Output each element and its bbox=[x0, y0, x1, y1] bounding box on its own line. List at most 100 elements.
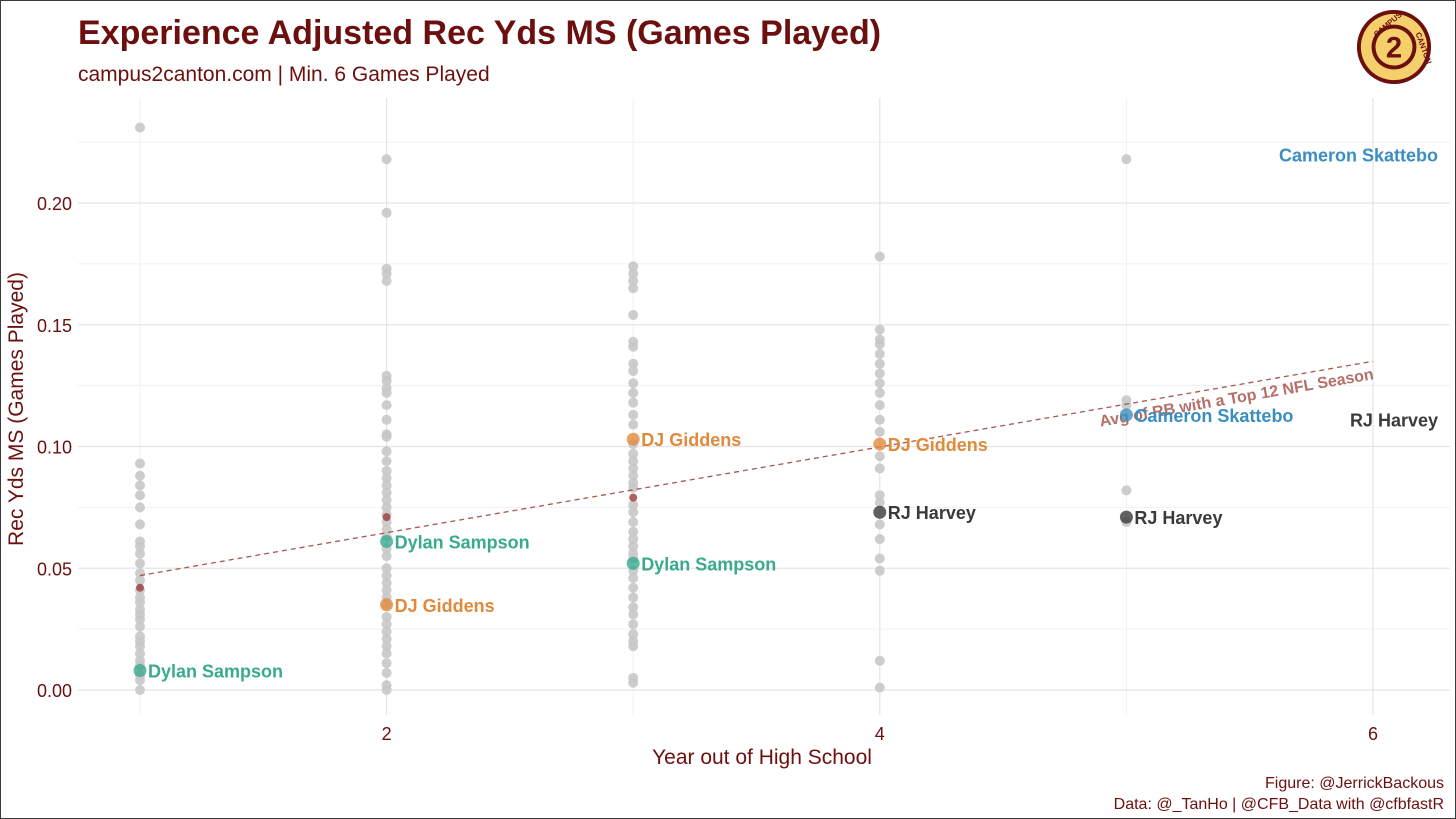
data-point bbox=[628, 499, 639, 510]
data-point bbox=[874, 426, 885, 437]
x-tick-label: 4 bbox=[875, 724, 885, 744]
campus2canton-logo-icon: 2 CAMPUS CANTON bbox=[1356, 9, 1433, 85]
data-point bbox=[381, 207, 392, 218]
data-point bbox=[135, 548, 145, 559]
highlighted-point bbox=[873, 505, 887, 519]
data-point bbox=[381, 570, 392, 581]
data-point bbox=[874, 378, 885, 389]
data-point bbox=[135, 480, 145, 491]
data-point bbox=[874, 463, 885, 474]
data-point bbox=[628, 387, 639, 398]
data-point bbox=[628, 456, 639, 467]
data-point bbox=[381, 648, 392, 659]
data-point bbox=[628, 572, 639, 583]
data-point bbox=[628, 283, 639, 294]
data-point bbox=[381, 480, 392, 491]
data-point bbox=[628, 275, 639, 286]
data-point bbox=[628, 463, 639, 474]
highlighted-points: Dylan Sampson Dylan Sampson Dylan Sampson D… bbox=[133, 145, 1438, 682]
data-point bbox=[135, 490, 145, 501]
data-point bbox=[135, 597, 145, 608]
player-label: Dylan Sampson bbox=[641, 554, 776, 574]
highlighted-point bbox=[1119, 510, 1133, 524]
data-point bbox=[135, 558, 145, 569]
player-label: Dylan Sampson bbox=[148, 662, 283, 682]
highlighted-point bbox=[626, 556, 640, 570]
data-point bbox=[874, 348, 885, 359]
data-point bbox=[135, 614, 145, 625]
svg-text:2: 2 bbox=[1386, 33, 1402, 65]
data-point bbox=[628, 409, 639, 420]
data-point bbox=[628, 268, 639, 279]
data-point bbox=[874, 400, 885, 411]
data-point bbox=[874, 414, 885, 425]
data-point bbox=[874, 534, 885, 545]
data-point bbox=[874, 497, 885, 508]
data-point bbox=[628, 419, 639, 430]
data-point bbox=[874, 519, 885, 530]
average-point bbox=[629, 493, 638, 502]
highlighted-point bbox=[380, 534, 394, 548]
data-point bbox=[628, 516, 639, 527]
data-point bbox=[628, 619, 639, 630]
data-point bbox=[135, 519, 145, 530]
data-point bbox=[381, 375, 392, 386]
data-point bbox=[874, 565, 885, 576]
average-point bbox=[382, 513, 391, 522]
data-point bbox=[381, 400, 392, 411]
x-tick-label: 2 bbox=[382, 724, 392, 744]
data-point bbox=[874, 490, 885, 501]
data-point bbox=[628, 310, 639, 321]
data-point bbox=[628, 358, 639, 369]
average-point bbox=[136, 583, 144, 592]
data-point bbox=[381, 667, 392, 678]
average-points bbox=[136, 493, 638, 592]
x-tick-label: 6 bbox=[1368, 724, 1378, 744]
data-point bbox=[628, 641, 639, 652]
chart-title: Experience Adjusted Rec Yds MS (Games Pl… bbox=[78, 14, 882, 52]
player-label: Cameron Skattebo bbox=[1134, 406, 1293, 426]
data-point bbox=[135, 541, 145, 552]
data-point bbox=[135, 502, 145, 513]
data-point bbox=[135, 621, 145, 632]
data-point bbox=[381, 268, 392, 279]
data-point bbox=[135, 458, 145, 469]
figure-caption: Figure: @JerrickBackous Data: @_TanHo | … bbox=[1114, 773, 1444, 815]
grid-lines bbox=[78, 98, 1450, 715]
data-point bbox=[381, 619, 392, 630]
data-point bbox=[628, 507, 639, 518]
caption-data-credit: Data: @_TanHo | @CFB_Data with @cfbfastR bbox=[1113, 796, 1444, 813]
data-point bbox=[381, 154, 392, 165]
data-point bbox=[381, 633, 392, 644]
data-point bbox=[628, 341, 639, 352]
data-point bbox=[628, 609, 639, 620]
data-point bbox=[628, 397, 639, 408]
data-point bbox=[628, 470, 639, 481]
data-point bbox=[874, 251, 885, 262]
data-point bbox=[628, 526, 639, 537]
player-label: RJ Harvey bbox=[1350, 411, 1438, 431]
highlighted-point bbox=[380, 598, 394, 612]
data-point bbox=[381, 502, 392, 513]
data-point bbox=[381, 585, 392, 596]
data-point bbox=[628, 366, 639, 377]
data-point bbox=[381, 551, 392, 562]
data-point bbox=[135, 685, 145, 695]
data-point bbox=[381, 275, 392, 286]
data-point bbox=[874, 387, 885, 398]
player-label: RJ Harvey bbox=[888, 503, 976, 523]
highlighted-point bbox=[873, 437, 887, 451]
data-point bbox=[381, 577, 392, 588]
data-point bbox=[874, 368, 885, 379]
y-tick-label: 0.05 bbox=[37, 559, 72, 579]
data-point bbox=[874, 324, 885, 335]
data-point bbox=[628, 582, 639, 593]
data-point bbox=[874, 339, 885, 350]
data-point bbox=[381, 563, 392, 574]
data-point bbox=[135, 575, 145, 586]
data-point bbox=[628, 677, 639, 688]
player-label: DJ Giddens bbox=[641, 430, 741, 450]
data-point bbox=[381, 685, 392, 695]
data-point bbox=[381, 387, 392, 398]
